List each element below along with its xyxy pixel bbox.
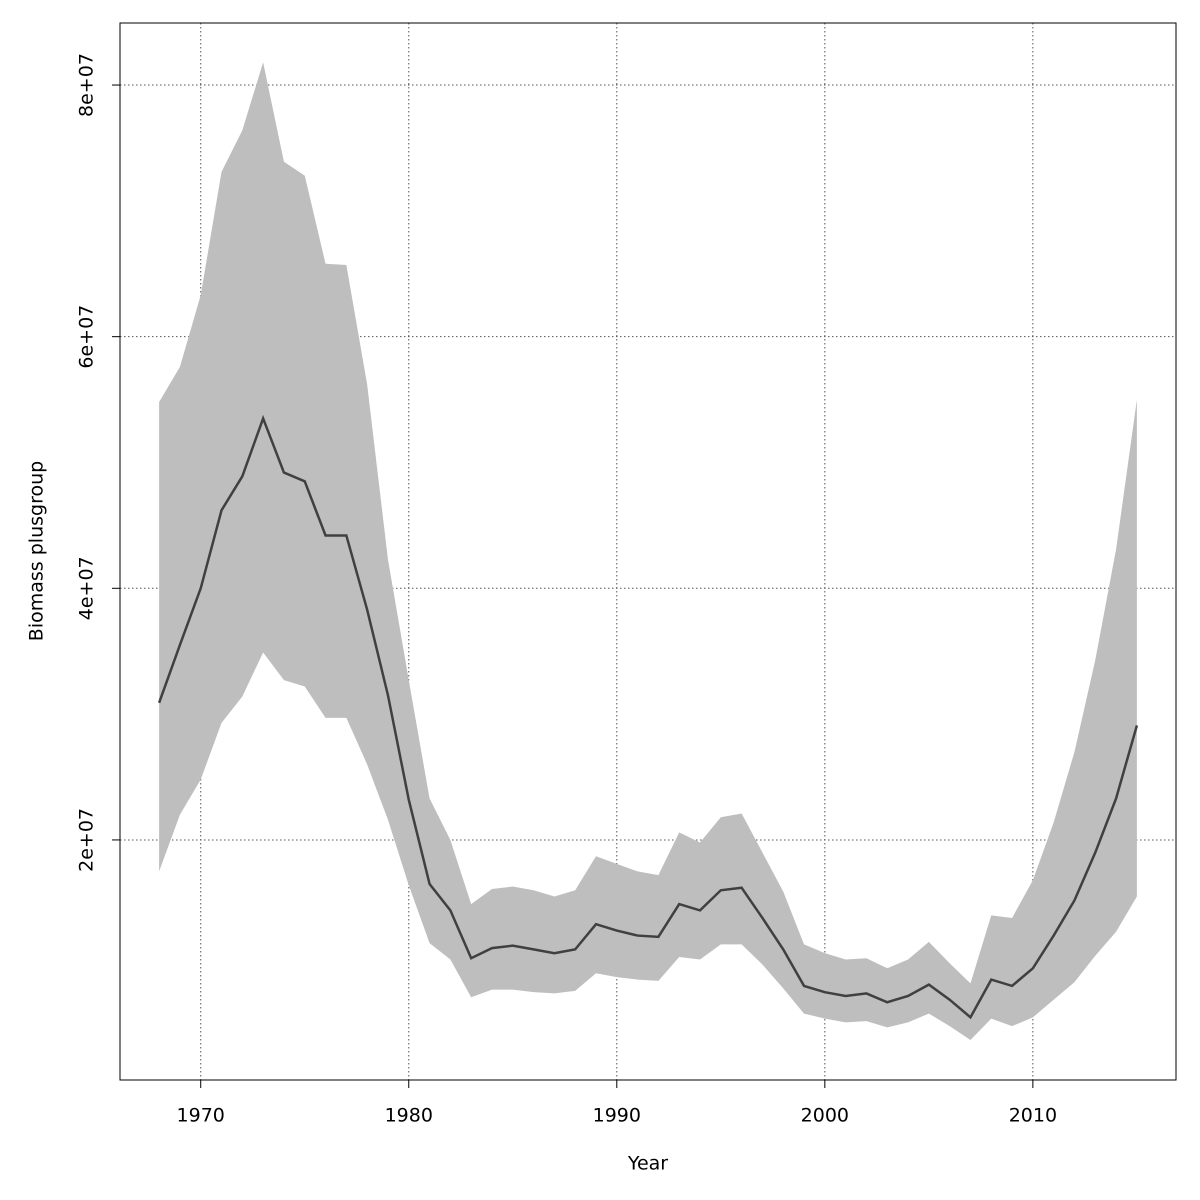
y-tick-label: 8e+07 (76, 53, 98, 117)
y-axis-label: Biomass plusgroup (26, 461, 48, 641)
y-tick-label: 4e+07 (76, 556, 98, 620)
x-tick-label: 1990 (593, 1105, 641, 1127)
x-tick-label: 1970 (177, 1105, 225, 1127)
x-tick-label: 2010 (1009, 1105, 1057, 1127)
x-axis-label: Year (627, 1153, 668, 1175)
confidence-band (159, 62, 1137, 1040)
y-tick-label: 2e+07 (76, 808, 98, 872)
x-tick-label: 2000 (801, 1105, 849, 1127)
plot-frame (119, 22, 1177, 1081)
series-line (157, 414, 1139, 1020)
x-tick-label: 1980 (385, 1105, 433, 1127)
y-tick-label: 6e+07 (76, 305, 98, 369)
